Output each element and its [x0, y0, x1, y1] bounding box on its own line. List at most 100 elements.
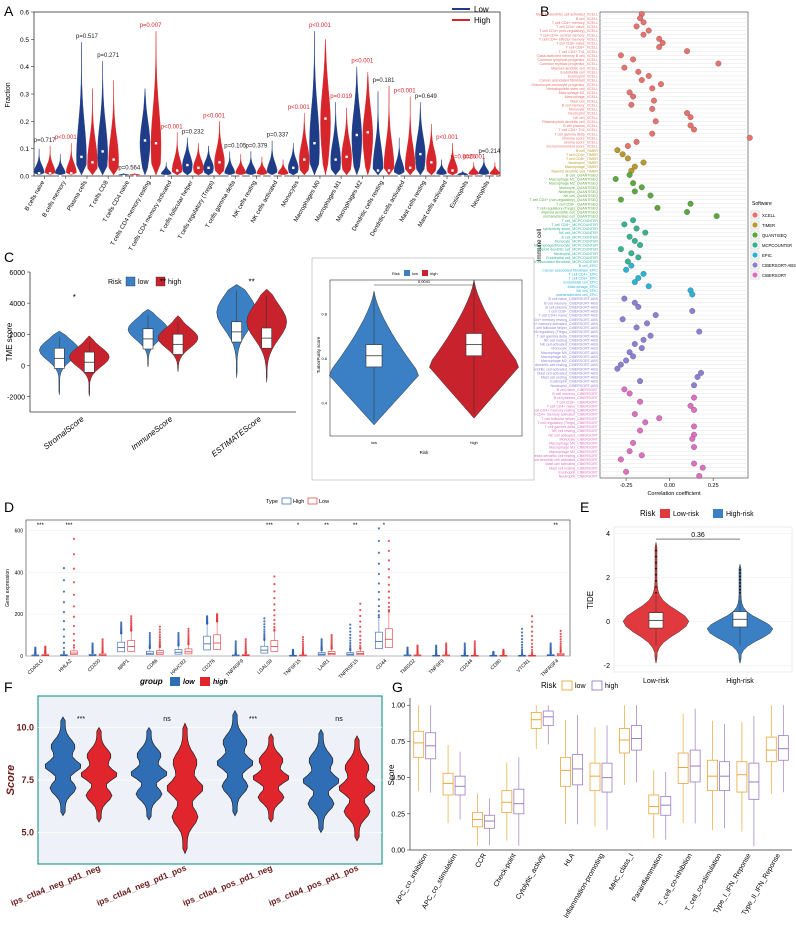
correlation-point: [621, 64, 628, 71]
correlation-point: [635, 303, 642, 310]
significance-mark: ***: [37, 523, 45, 529]
outlier-point: [273, 603, 276, 606]
correlation-point: [633, 138, 640, 145]
outlier-point: [62, 620, 66, 623]
median-mark: [493, 174, 497, 178]
correlation-point: [687, 402, 694, 409]
outlier-point: [120, 621, 123, 624]
legend-label-low: low: [412, 271, 418, 276]
outlier-point: [273, 590, 276, 593]
cell-label: Neutrophil_CIBERSORT: [559, 475, 599, 479]
box: [777, 735, 789, 761]
outlier-point: [62, 650, 66, 653]
cell-label: T cell CD8+_QUANTISEQ: [556, 202, 598, 206]
significance-mark: **: [353, 523, 358, 529]
correlation-point: [656, 415, 663, 422]
p-value-label: p<0.001: [436, 135, 459, 141]
y-axis-label: TumorPurity score: [316, 336, 321, 373]
cell-label: Class-switched memory B cell_XCELL: [537, 54, 598, 58]
panel-d-frame: [25, 519, 571, 657]
correlation-point: [689, 291, 696, 298]
category-label: HLA: [563, 852, 576, 868]
median-mark: [430, 161, 433, 164]
box: [630, 725, 642, 751]
median-mark: [472, 174, 475, 178]
cell-label: B cell memory_CIBERSORT-ABS: [544, 301, 598, 305]
outlier-point: [158, 625, 161, 628]
box: [127, 640, 136, 652]
cell-label: Myeloid dendritic cell_XCELL: [551, 66, 598, 70]
median-mark: [154, 142, 158, 145]
outlier-point: [158, 640, 161, 643]
cell-label: Myeloid dendritic cell_MCPCOUNTER: [537, 248, 599, 252]
outlier-point: [234, 645, 237, 648]
legend-label-high: High-risk: [726, 511, 754, 518]
outlier-point: [559, 648, 562, 651]
p-value-label: p<0.001: [55, 135, 78, 141]
outlier-point: [244, 642, 247, 645]
outlier-point: [377, 562, 380, 565]
significance-mark: *: [73, 293, 76, 302]
outlier-point: [244, 640, 247, 643]
outlier-point: [234, 640, 237, 643]
outlier-point: [301, 638, 305, 641]
cell-label: Myeloid dendritic cell resting_CIBERSORT: [530, 454, 599, 458]
significance-mark: **: [553, 523, 558, 529]
cell-label: Macrophage M0_CIBERSORT-ABS: [541, 351, 599, 355]
outlier-point: [91, 642, 94, 645]
outlier-point: [320, 638, 323, 641]
median-mark: [143, 139, 147, 142]
outlier-point: [435, 644, 438, 647]
box: [375, 631, 383, 649]
outlier-point: [530, 648, 534, 651]
outlier-point: [530, 630, 534, 633]
outlier-point: [62, 610, 66, 614]
outlier-point: [72, 537, 76, 540]
violin-high: [66, 143, 77, 176]
x-axis-label: Risk: [420, 450, 429, 455]
box: [589, 762, 601, 792]
outlier-point: [739, 578, 741, 581]
y-tick-label: 0.4: [20, 64, 29, 71]
cell-label: Macrophage M1_CIBERSORT: [549, 446, 599, 450]
outlier-point: [148, 634, 151, 637]
correlation-point: [694, 374, 701, 380]
category-label: VTCN1: [516, 658, 532, 674]
median-mark: [133, 174, 137, 178]
outlier-point: [530, 625, 534, 628]
cell-label: Macrophage_XCELL: [565, 95, 598, 99]
median-mark: [313, 142, 316, 145]
y-tick-label: 10.0: [16, 723, 34, 733]
outlier-point: [559, 646, 562, 649]
cell-label: NK cell_XCELL: [573, 116, 598, 120]
cell-label: T cell follicular helper_CIBERSORT: [541, 417, 598, 421]
legend-label-high: High: [293, 499, 304, 505]
legend-swatch-high: [200, 677, 210, 686]
cell-label: NK cell_MCPCOUNTER: [559, 231, 599, 235]
category-label: CD44: [375, 658, 388, 671]
y-tick-label: 0.3: [20, 92, 29, 99]
box: [618, 728, 630, 754]
p-value-label: 0.36: [691, 532, 705, 539]
y-tick-label: 6000: [9, 270, 25, 277]
correlation-point: [649, 85, 656, 92]
x-tick-label: 0.25: [708, 483, 719, 489]
outlier-point: [559, 642, 562, 646]
outlier-point: [330, 639, 333, 642]
box: [765, 736, 777, 763]
correlation-point: [631, 411, 638, 418]
outlier-point: [101, 640, 104, 643]
legend-dot: [752, 232, 758, 238]
category-label: LGALS9: [256, 658, 274, 676]
category-label: ESTIMATEScore: [210, 414, 263, 459]
correlation-point: [631, 163, 638, 170]
correlation-point: [638, 77, 645, 83]
cell-label: T cell CD4+ memory activated_CIBERSORT-A…: [519, 322, 599, 326]
outlier-point: [473, 640, 476, 643]
outlier-point: [359, 630, 362, 633]
median-mark: [366, 131, 370, 134]
correlation-point: [621, 386, 628, 393]
correlation-point: [626, 448, 633, 455]
outlier-point: [387, 596, 390, 599]
outlier-point: [349, 623, 352, 626]
